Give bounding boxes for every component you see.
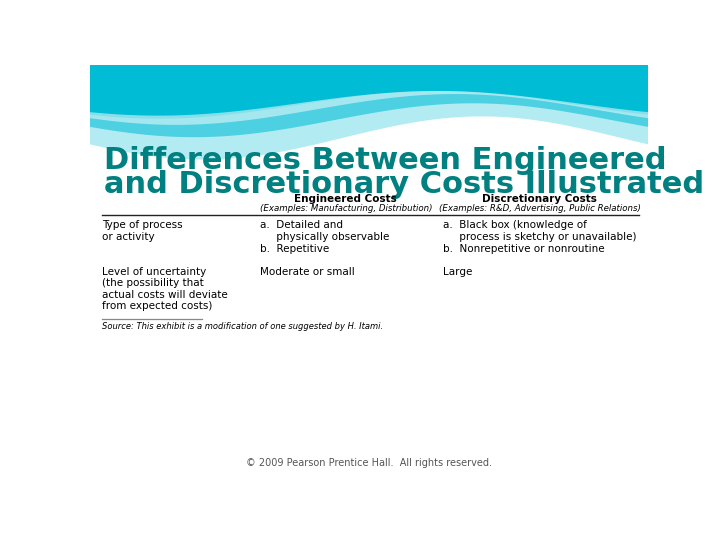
Text: a.  Detailed and
     physically observable
b.  Repetitive: a. Detailed and physically observable b.… [261, 220, 390, 254]
Text: (Examples: R&D, Advertising, Public Relations): (Examples: R&D, Advertising, Public Rela… [438, 204, 640, 213]
Text: Large: Large [443, 267, 472, 276]
Polygon shape [90, 65, 648, 159]
Text: Differences Between Engineered: Differences Between Engineered [104, 146, 667, 174]
Text: Engineered Costs: Engineered Costs [294, 194, 397, 204]
Text: Type of process
or activity: Type of process or activity [102, 220, 182, 242]
Text: and Discretionary Costs Illustrated: and Discretionary Costs Illustrated [104, 170, 704, 199]
Text: © 2009 Pearson Prentice Hall.  All rights reserved.: © 2009 Pearson Prentice Hall. All rights… [246, 458, 492, 468]
Polygon shape [90, 65, 648, 119]
Polygon shape [90, 91, 648, 125]
Text: (Examples: Manufacturing, Distribution): (Examples: Manufacturing, Distribution) [259, 204, 432, 213]
Polygon shape [90, 65, 648, 137]
Text: Source: This exhibit is a modification of one suggested by H. Itami.: Source: This exhibit is a modification o… [102, 322, 383, 331]
Text: a.  Black box (knowledge of
     process is sketchy or unavailable)
b.  Nonrepet: a. Black box (knowledge of process is sk… [443, 220, 636, 254]
Text: Moderate or small: Moderate or small [261, 267, 355, 276]
Text: Discretionary Costs: Discretionary Costs [482, 194, 597, 204]
Text: Level of uncertainty
(the possibility that
actual costs will deviate
from expect: Level of uncertainty (the possibility th… [102, 267, 228, 312]
